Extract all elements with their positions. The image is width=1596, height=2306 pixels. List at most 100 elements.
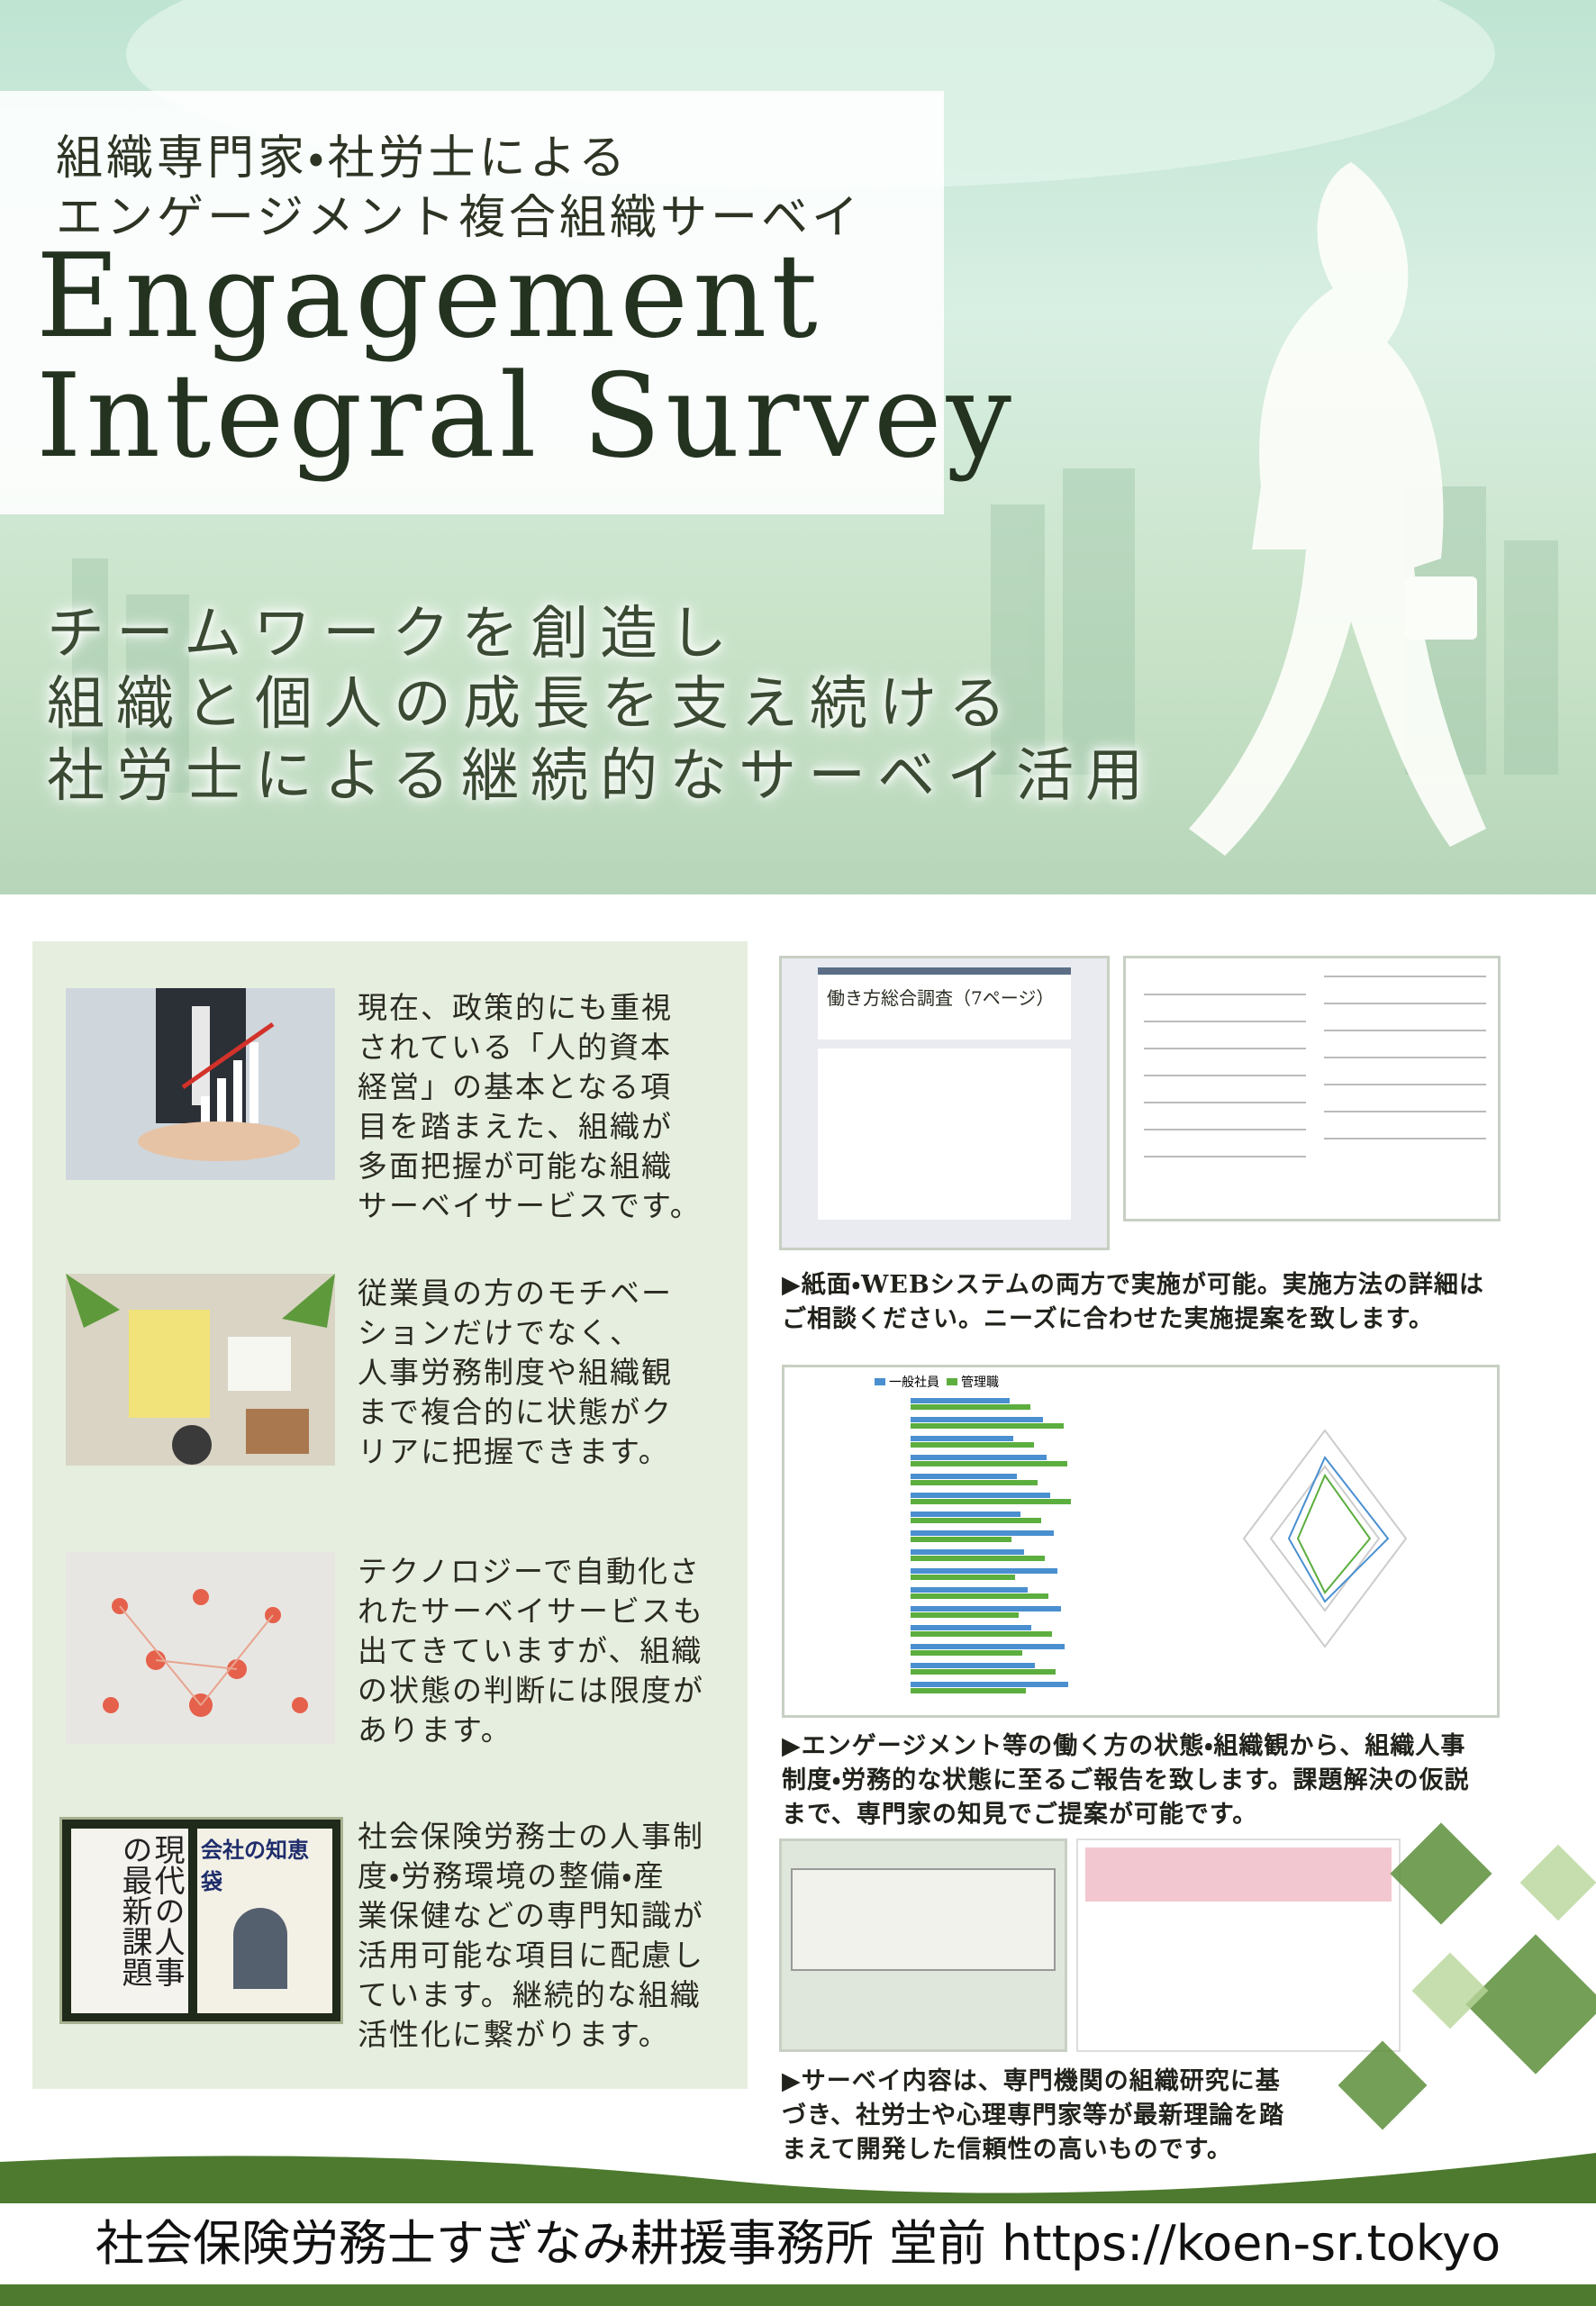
subtitle: 組織専門家・社労士による	[56, 132, 630, 186]
legend: 管理職	[961, 1375, 999, 1390]
magazine-cover: 会社の知恵袋	[197, 1829, 332, 2013]
decor-bar	[911, 1549, 1024, 1555]
office-name: 社会保険労務士すぎなみ耕援事務所 堂前	[95, 2215, 986, 2272]
decor-bar	[911, 1398, 1010, 1403]
text-line: まで複合的に状態がク	[358, 1394, 673, 1430]
tagline: チームワークを創造し	[47, 601, 739, 667]
text-line: 活用可能な項目に配慮し	[358, 1938, 704, 1973]
text-line: あります。	[358, 1712, 512, 1748]
decor-bar	[911, 1455, 1047, 1460]
feature-text: 社会保険労務士の人事制 度・労務環境の整備・産業保健などの専門知識が 活用可能な項目…	[358, 1817, 704, 2055]
business-photo	[66, 988, 335, 1180]
caption: ▶サーベイ内容は、専門機関の組織研究に基 づき、社労士や心理専門家等が最新理論を踏…	[782, 2065, 1284, 2167]
title-box	[0, 91, 944, 514]
text-line: 人事労務制度や組織観	[358, 1355, 673, 1390]
forum-banner	[791, 1868, 1056, 1971]
decor-bar	[911, 1436, 1013, 1441]
text-line: れたサーベイサービスも	[358, 1593, 704, 1629]
text-line: づき、社労士や心理専門家等が最新理論を踏	[782, 2102, 1285, 2129]
decor-bar	[911, 1474, 1017, 1479]
text-line: 活性化に繋がります。	[358, 2017, 670, 2052]
decor-bar	[911, 1625, 1031, 1630]
decor-bar	[911, 1537, 1011, 1542]
report-chart-screenshot: 一般社員 管理職	[782, 1365, 1500, 1718]
decor-bar	[911, 1461, 1067, 1466]
legend: 一般社員	[889, 1375, 939, 1390]
desk-photo	[66, 1274, 335, 1466]
decor-bar	[911, 1575, 1015, 1580]
book-title: 現代の人事の最新課題	[71, 1829, 188, 2013]
decor-bar	[911, 1587, 1028, 1593]
footer: 社会保険労務士すぎなみ耕援事務所 堂前 https://koen-sr.toky…	[0, 2203, 1596, 2284]
text-line: 制度・労務的な状態に至るご報告を致します。課題解決の仮説	[782, 1766, 1470, 1794]
text-line: ご相談ください。ニーズに合わせた実施提案を致します。	[782, 1305, 1434, 1333]
decor-bar	[911, 1442, 1034, 1448]
decor-bar	[911, 1663, 1035, 1668]
title: Engagement	[36, 230, 822, 364]
caption: ▶エンゲージメント等の働く方の状態・組織観から、組織人事 制度・労務的な状態に至る…	[782, 1730, 1469, 1832]
text-line: 経営」の基本となる項	[358, 1069, 673, 1104]
tagline: 社労士による継続的なサーベイ活用	[47, 743, 1156, 810]
footer-bar	[0, 2203, 1596, 2284]
decor-bar	[911, 1499, 1071, 1504]
text-line: ▶エンゲージメント等の働く方の状態・組織観から、組織人事	[782, 1732, 1466, 1760]
paper-lines	[1144, 976, 1486, 1158]
decor-bar	[911, 1423, 1064, 1429]
decor-bar	[911, 1417, 1043, 1422]
decor-bar	[911, 1480, 1038, 1485]
paper-form-screenshot	[1123, 956, 1501, 1221]
text-line: の状態の判断には限度が	[358, 1673, 704, 1708]
text-line: されている「人的資本	[358, 1030, 673, 1065]
text-line: リアに把握できます。	[358, 1434, 670, 1469]
decor-bar	[911, 1669, 1056, 1675]
text-line: まえて開発した信頼性の高いものです。	[782, 2136, 1232, 2164]
text-line: ▶サーベイ内容は、専門機関の組織研究に基	[782, 2067, 1281, 2095]
text-line: まで、専門家の知見でご提案が可能です。	[782, 1801, 1258, 1829]
url[interactable]: https://koen-sr.tokyo	[1002, 2215, 1501, 2272]
decor-bar	[911, 1631, 1052, 1637]
tagline: 組織と個人の成長を支え続ける	[47, 671, 1018, 738]
decor-bar	[911, 1650, 1022, 1656]
decor-bar	[911, 1606, 1061, 1611]
text-line: 出てきていますが、組織	[358, 1633, 703, 1668]
forum-screenshot	[779, 1838, 1067, 2052]
text-line: 従業員の方のモチベー	[358, 1276, 673, 1311]
decor-bar	[911, 1593, 1048, 1599]
feature-text: 従業員の方のモチベー ションだけでなく、 人事労務制度や組織観 まで複合的に状態がクリ…	[358, 1274, 673, 1472]
magazine-title: 会社の知恵袋	[201, 1837, 309, 1894]
subtitle: エンゲージメント複合組織サーベイ	[56, 191, 862, 245]
text-line: テクノロジーで自動化さ	[358, 1554, 702, 1589]
decor-bar	[911, 1530, 1054, 1536]
text-line: 業保健などの専門知識が	[358, 1898, 704, 1933]
bar-group	[911, 1398, 1071, 1693]
text-line: ションだけでなく、	[358, 1315, 641, 1350]
feature-text: 現在、政策的にも重視 されている「人的資本 経営」の基本となる項 目を踏まえた、組織が…	[358, 988, 702, 1226]
text-line: ▶紙面・WEBシステムの両方で実施が可能。実施方法の詳細は	[782, 1271, 1484, 1299]
decor-bar	[911, 1404, 1030, 1410]
article-screenshot	[1076, 1838, 1401, 2052]
portrait	[233, 1908, 287, 1989]
decor-bar	[911, 1688, 1026, 1693]
web-form-screenshot: 働き方総合調査（7ページ）	[779, 956, 1110, 1250]
decor-bar	[911, 1644, 1065, 1649]
feature-text: テクノロジーで自動化さ れたサーベイサービスも 出てきていますが、組織 の状態の判断に…	[358, 1552, 704, 1750]
text-line: 現在、政策的にも重視	[358, 990, 673, 1025]
book-covers: 現代の人事の最新課題 会社の知恵袋	[59, 1817, 343, 2024]
article-header	[1085, 1848, 1392, 1902]
decor-bar	[911, 1612, 1019, 1618]
decor-bar	[911, 1518, 1041, 1523]
text-line: ています。継続的な組織	[358, 1977, 702, 2012]
decor-bar	[911, 1493, 1050, 1498]
text-line: サーベイサービスです。	[358, 1188, 702, 1223]
network-photo	[66, 1552, 335, 1744]
text-line: 社会保険労務士の人事制	[358, 1819, 704, 1854]
text-line: 度・労務環境の整備・産	[358, 1858, 666, 1893]
form-body	[818, 1049, 1071, 1220]
decor-bar	[911, 1682, 1068, 1687]
text-line: 多面把握が可能な組織	[358, 1148, 673, 1184]
report-chart: 一般社員 管理職	[875, 1375, 1408, 1693]
decor-bar	[911, 1556, 1045, 1561]
title: Integral Survey	[36, 350, 1016, 484]
